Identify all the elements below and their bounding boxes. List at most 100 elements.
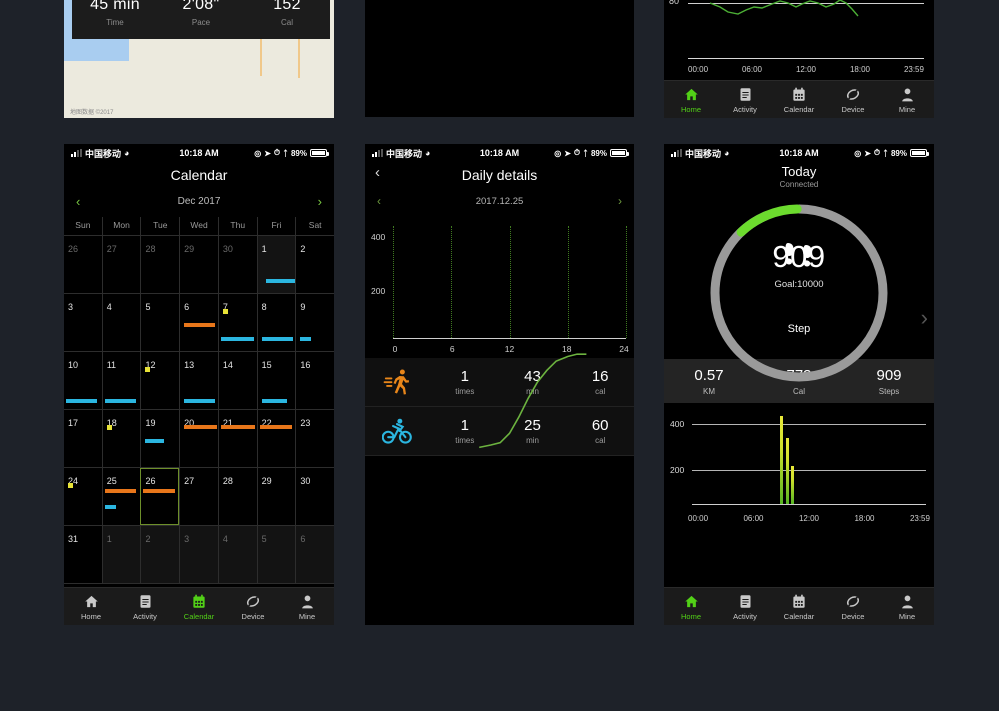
map-attribution: 地图数据 ©2017 xyxy=(70,110,114,116)
calendar-day-cell[interactable]: 7 xyxy=(217,294,257,351)
signal-bars-icon xyxy=(671,149,682,157)
weekday-label: Fri xyxy=(256,217,296,235)
nav-item-activity[interactable]: Activity xyxy=(718,588,772,625)
nav-item-home[interactable]: Home xyxy=(664,588,718,625)
calendar-day-cell[interactable]: 20 xyxy=(179,410,218,467)
wifi-icon: ◕ xyxy=(425,148,431,158)
cycling-minutes: 25 min xyxy=(524,417,541,445)
calendar-day-cell[interactable]: 2 xyxy=(295,236,334,293)
step-goal: Goal:10000 xyxy=(774,279,824,290)
battery-icon xyxy=(910,149,929,157)
calendar-day-cell[interactable]: 1 xyxy=(101,526,141,583)
calendar-day-cell[interactable]: 31 xyxy=(64,526,102,583)
next-day-button[interactable]: › xyxy=(617,194,622,208)
calendar-day-cell[interactable]: 10 xyxy=(64,352,102,409)
calendar-day-cell[interactable]: 5 xyxy=(140,294,179,351)
nav-item-mine[interactable]: Mine xyxy=(280,588,334,625)
calendar-day-cell[interactable]: 12 xyxy=(140,352,179,409)
activity-row-cycling[interactable]: 1 times 25 min 60 cal xyxy=(365,407,634,456)
nav-item-home[interactable]: Home xyxy=(664,81,718,118)
calendar-day-cell[interactable]: 29 xyxy=(179,236,218,293)
nav-item-calendar[interactable]: Calendar xyxy=(772,588,826,625)
calendar-day-cell[interactable]: 4 xyxy=(101,294,141,351)
battery-icon xyxy=(310,149,329,157)
prev-month-button[interactable]: ‹ xyxy=(76,194,81,209)
calendar-day-cell[interactable]: 8 xyxy=(256,294,296,351)
back-button[interactable]: ‹ xyxy=(375,164,380,181)
calendar-day-cell[interactable]: 4 xyxy=(217,526,257,583)
nav-item-home[interactable]: Home xyxy=(64,588,118,625)
month-selector: ‹ Dec 2017 › xyxy=(64,190,334,217)
calendar-day-cell[interactable]: 6 xyxy=(295,526,334,583)
step-ring-section: 909 Goal:10000 Step › xyxy=(664,189,934,382)
calendar-day-cell[interactable]: 18 xyxy=(101,410,141,467)
sc-gridline-400 xyxy=(692,424,926,425)
calendar-day-cell[interactable]: 29 xyxy=(256,468,296,525)
calendar-day-cell[interactable]: 17 xyxy=(64,410,102,467)
calendar-day-cell[interactable]: 15 xyxy=(256,352,296,409)
calendar-day-cell[interactable]: 26 xyxy=(64,236,102,293)
calendar-day-number: 31 xyxy=(68,534,79,544)
calendar-day-cell[interactable]: 22 xyxy=(256,410,296,467)
daily-details-header: ‹ Daily details xyxy=(365,162,634,188)
calendar-day-cell[interactable]: 21 xyxy=(217,410,257,467)
nav-item-calendar[interactable]: Calendar xyxy=(172,588,226,625)
nav-item-activity[interactable]: Activity xyxy=(118,588,172,625)
calendar-icon xyxy=(192,593,206,610)
nav-item-device[interactable]: Device xyxy=(226,588,280,625)
calendar-day-cell[interactable]: 27 xyxy=(179,468,218,525)
calendar-day-cell[interactable]: 6 xyxy=(179,294,218,351)
calendar-day-cell[interactable]: 27 xyxy=(101,236,141,293)
home-icon xyxy=(684,593,699,610)
calendar-day-cell[interactable]: 28 xyxy=(217,468,257,525)
calendar-day-cell[interactable]: 3 xyxy=(64,294,102,351)
nav-item-label: Device xyxy=(841,104,865,114)
calendar-day-cell[interactable]: 24 xyxy=(64,468,102,525)
nav-item-label: Activity xyxy=(733,611,757,621)
nav-item-mine[interactable]: Mine xyxy=(880,588,934,625)
calendar-day-cell[interactable]: 25 xyxy=(101,468,141,525)
nav-item-calendar[interactable]: Calendar xyxy=(772,81,826,118)
nav-item-label: Mine xyxy=(898,611,916,621)
home-icon xyxy=(684,86,699,103)
nav-item-mine[interactable]: Mine xyxy=(880,81,934,118)
calendar-day-cell[interactable]: 11 xyxy=(101,352,141,409)
activity-icon xyxy=(739,593,752,610)
calendar-day-cell[interactable]: 23 xyxy=(295,410,334,467)
prev-day-button[interactable]: ‹ xyxy=(377,194,381,208)
sc-tick: 12:00 xyxy=(798,514,819,523)
dd-tick: 0 xyxy=(392,344,398,354)
nav-item-label: Home xyxy=(680,611,701,621)
calendar-day-cell[interactable]: 5 xyxy=(256,526,296,583)
carrier-label: 中国移动 xyxy=(386,148,423,159)
calendar-day-cell[interactable]: 28 xyxy=(140,236,179,293)
bottom-nav-bar-today: Home Activity Calendar Device Mine xyxy=(664,587,934,625)
calendar-day-cell[interactable]: 1 xyxy=(256,236,296,293)
calendar-day-cell[interactable]: 14 xyxy=(217,352,257,409)
calendar-day-cell[interactable]: 26 xyxy=(140,468,180,525)
navigation-icon: ➤ xyxy=(864,148,871,158)
nav-item-device[interactable]: Device xyxy=(826,81,880,118)
nav-item-activity[interactable]: Activity xyxy=(718,81,772,118)
calendar-day-cell[interactable]: 2 xyxy=(140,526,180,583)
next-metric-button[interactable]: › xyxy=(920,305,928,330)
sc-tick: 00:00 xyxy=(688,514,709,523)
calendar-activity-bar xyxy=(66,399,97,403)
calendar-day-number: 17 xyxy=(68,418,79,428)
calendar-day-cell[interactable]: 16 xyxy=(295,352,334,409)
activity-row-running[interactable]: 1 times 43 min 16 cal xyxy=(365,358,634,407)
calendar-activity-bar xyxy=(104,399,136,403)
next-month-button[interactable]: › xyxy=(317,194,322,209)
calendar-day-cell[interactable]: 30 xyxy=(217,236,257,293)
calendar-day-cell[interactable]: 13 xyxy=(179,352,218,409)
calendar-day-cell[interactable]: 3 xyxy=(179,526,218,583)
bluetooth-icon: ᛏ xyxy=(283,148,288,158)
calendar-day-cell[interactable]: 19 xyxy=(140,410,179,467)
nav-item-device[interactable]: Device xyxy=(826,588,880,625)
calendar-day-cell[interactable]: 30 xyxy=(295,468,334,525)
map-road-3 xyxy=(298,0,300,78)
calendar-day-cell[interactable]: 9 xyxy=(295,294,334,351)
alarm-icon: ⏱ xyxy=(573,148,581,157)
bluetooth-icon: ᛏ xyxy=(583,148,588,158)
